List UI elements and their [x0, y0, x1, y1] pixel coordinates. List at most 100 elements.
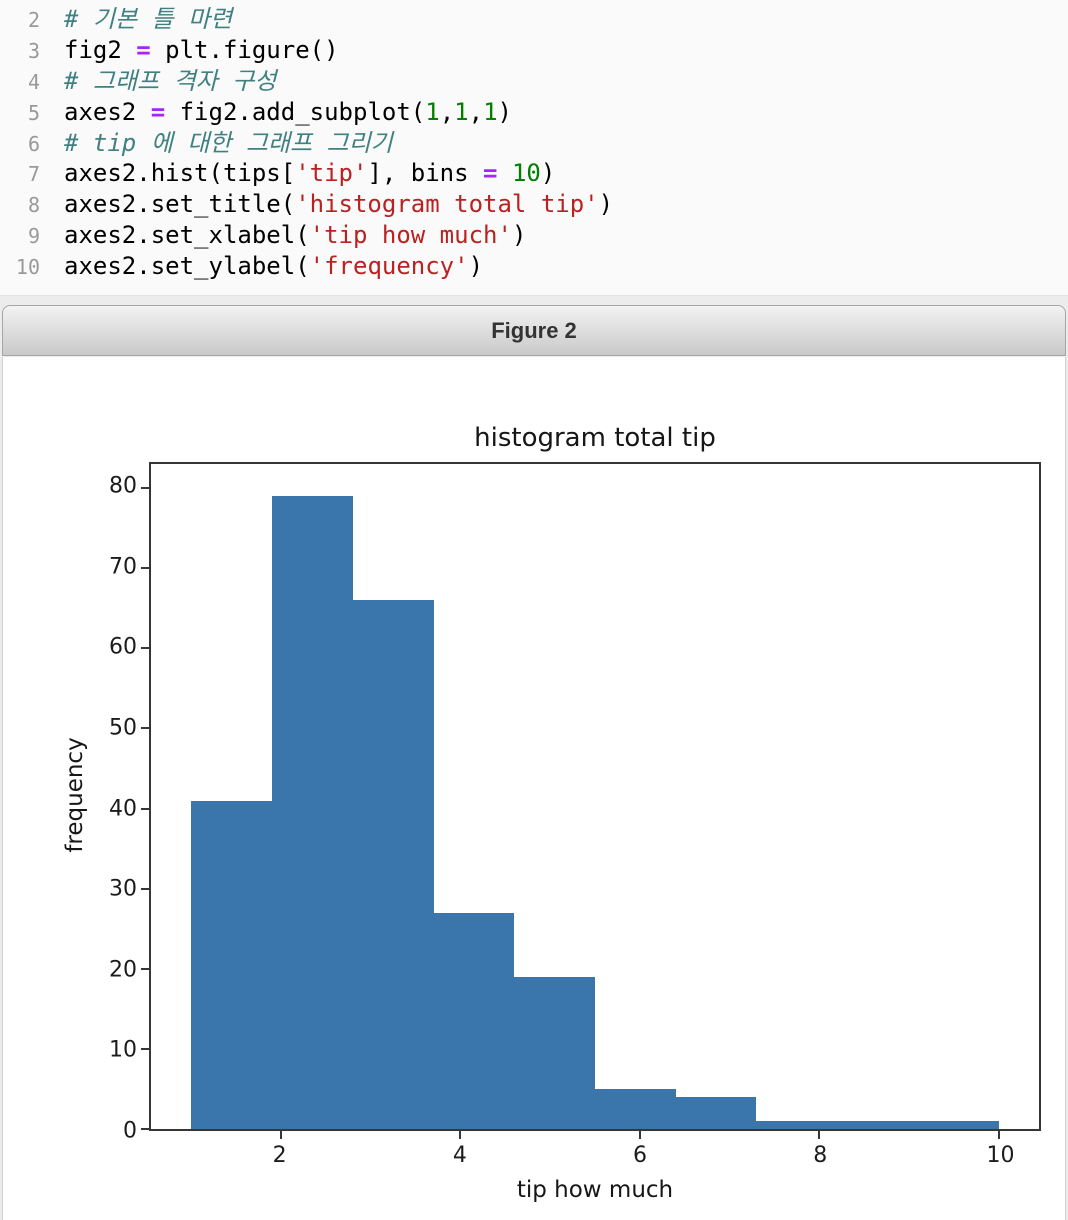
y-tick-mark: [141, 567, 149, 570]
y-tick-mark: [141, 967, 149, 970]
code-text: fig2 = plt.figure(): [52, 35, 339, 66]
x-tick-label: 8: [813, 1143, 828, 1168]
code-editor[interactable]: 2 # 기본 틀 마련 3 fig2 = plt.figure() 4 # 그래프 격자 …: [0, 0, 1068, 296]
y-tick-marks: [141, 464, 1039, 1130]
y-tick-label: 0: [123, 1118, 137, 1144]
code-token-plain: ], bins: [367, 159, 484, 188]
plot-area: [141, 462, 1041, 1139]
y-tick-label: 30: [109, 876, 137, 902]
code-token-plain: ): [598, 190, 614, 219]
histogram-bar: [514, 976, 595, 1129]
code-token-num: 1: [483, 97, 498, 126]
histogram-bar: [433, 912, 515, 1129]
code-token-op: =: [150, 97, 166, 126]
code-line: 5 axes2 = fig2.add_subplot(1,1,1): [0, 97, 1068, 128]
histogram-bar: [352, 600, 434, 1129]
x-tick-mark: [818, 1131, 821, 1139]
histogram-bar: [191, 800, 273, 1129]
code-token-plain: ): [540, 159, 556, 188]
x-axis-tick-labels: 2 4 6 8 10: [149, 1143, 1041, 1171]
line-number: 8: [27, 193, 40, 218]
bars-layer: [151, 464, 1039, 1129]
y-tick-label: 40: [109, 796, 137, 822]
x-tick-mark: [638, 1131, 641, 1139]
histogram-bar: [595, 1088, 676, 1129]
y-tick-label: 10: [109, 1037, 137, 1063]
line-number: 9: [27, 224, 40, 249]
code-line: 6 # tip 에 대한 그래프 그리기: [0, 128, 1068, 159]
x-tick-mark: [280, 1131, 283, 1139]
code-lines: 2 # 기본 틀 마련 3 fig2 = plt.figure() 4 # 그래프 격자 …: [0, 4, 1068, 282]
line-number: 10: [15, 255, 40, 280]
chart-xlabel: tip how much: [516, 1177, 674, 1203]
code-line: 3 fig2 = plt.figure(): [0, 35, 1068, 66]
code-token-plain: ,: [439, 97, 455, 126]
code-token-plain: axes2.set_ylabel(: [64, 252, 310, 281]
figure-canvas: histogram total tip frequency tip how mu…: [2, 357, 1066, 1220]
y-tick-label: 60: [109, 634, 137, 660]
y-tick-label: 70: [109, 554, 137, 580]
x-tick-marks: [151, 464, 1039, 1139]
code-token-num: 1: [454, 97, 469, 126]
histogram-bar: [837, 1121, 918, 1129]
x-tick-label: 10: [986, 1143, 1015, 1168]
histogram-bar: [272, 496, 353, 1129]
code-token-str: 'tip how much': [309, 221, 512, 250]
code-token-str: 'tip': [295, 159, 368, 188]
code-token-comment: # 기본 틀 마련: [64, 5, 233, 33]
line-number: 4: [27, 69, 40, 94]
code-text: # 기본 틀 마련: [52, 4, 232, 35]
code-text: # tip 에 대한 그래프 그리기: [52, 128, 393, 159]
code-token-plain: fig2.add_subplot(: [165, 97, 426, 126]
histogram-bar: [917, 1121, 999, 1129]
code-token-plain: axes2.hist(tips[: [64, 159, 296, 188]
code-token-op: =: [483, 159, 498, 188]
x-tick-mark: [459, 1131, 462, 1139]
code-token-plain: axes2.set_xlabel(: [64, 221, 310, 250]
code-text: # 그래프 격자 구성: [52, 66, 276, 97]
code-token-op: =: [136, 35, 151, 64]
line-number: 2: [27, 8, 40, 32]
y-tick-mark: [141, 647, 149, 650]
y-tick-mark: [141, 807, 149, 810]
x-tick-label: 4: [452, 1143, 467, 1168]
code-token-num: 1: [425, 97, 440, 126]
code-token-plain: ): [511, 221, 527, 250]
code-token-plain: ): [468, 252, 484, 281]
line-number: 7: [27, 162, 40, 187]
code-token-plain: fig2: [64, 35, 137, 64]
x-tick-label: 6: [633, 1143, 648, 1168]
x-tick-label: 2: [272, 1143, 287, 1168]
line-number: 3: [27, 38, 40, 63]
y-tick-mark: [141, 1128, 149, 1130]
code-text: axes2.set_title('histogram total tip'): [52, 189, 613, 220]
y-tick-label: 80: [109, 473, 137, 499]
line-number: 5: [27, 100, 40, 125]
y-tick-label: 50: [109, 715, 137, 741]
code-token-comment: # 그래프 격자 구성: [64, 66, 277, 95]
code-line: 8 axes2.set_title('histogram total tip'): [0, 189, 1068, 220]
histogram-bar: [756, 1121, 838, 1129]
figure-titlebar: Figure 2: [2, 305, 1066, 356]
code-token-plain: plt.figure(): [150, 35, 339, 64]
y-tick-mark: [141, 727, 149, 730]
code-token-plain: [497, 159, 511, 187]
y-tick-mark: [141, 1047, 149, 1050]
histogram-bar: [675, 1096, 757, 1129]
y-tick-label: 20: [109, 957, 137, 983]
y-tick-mark: [141, 487, 149, 490]
code-token-plain: ): [497, 97, 512, 126]
code-line: 4 # 그래프 격자 구성: [0, 66, 1068, 97]
code-token-plain: ,: [468, 97, 484, 126]
chart-title: histogram total tip: [474, 423, 716, 453]
code-text: axes2 = fig2.add_subplot(1,1,1): [52, 97, 512, 128]
code-line: 2 # 기본 틀 마련: [0, 4, 1068, 35]
x-tick-mark: [997, 1131, 1000, 1139]
code-text: axes2.set_ylabel('frequency'): [52, 251, 483, 282]
code-line: 7 axes2.hist(tips['tip'], bins = 10): [0, 158, 1068, 189]
y-axis-tick-labels: 0 10 20 30 40 50 60 70 80: [3, 462, 143, 1144]
figure-window-title: Figure 2: [491, 317, 577, 343]
code-line: 9 axes2.set_xlabel('tip how much'): [0, 220, 1068, 251]
code-text: axes2.set_xlabel('tip how much'): [52, 220, 526, 251]
